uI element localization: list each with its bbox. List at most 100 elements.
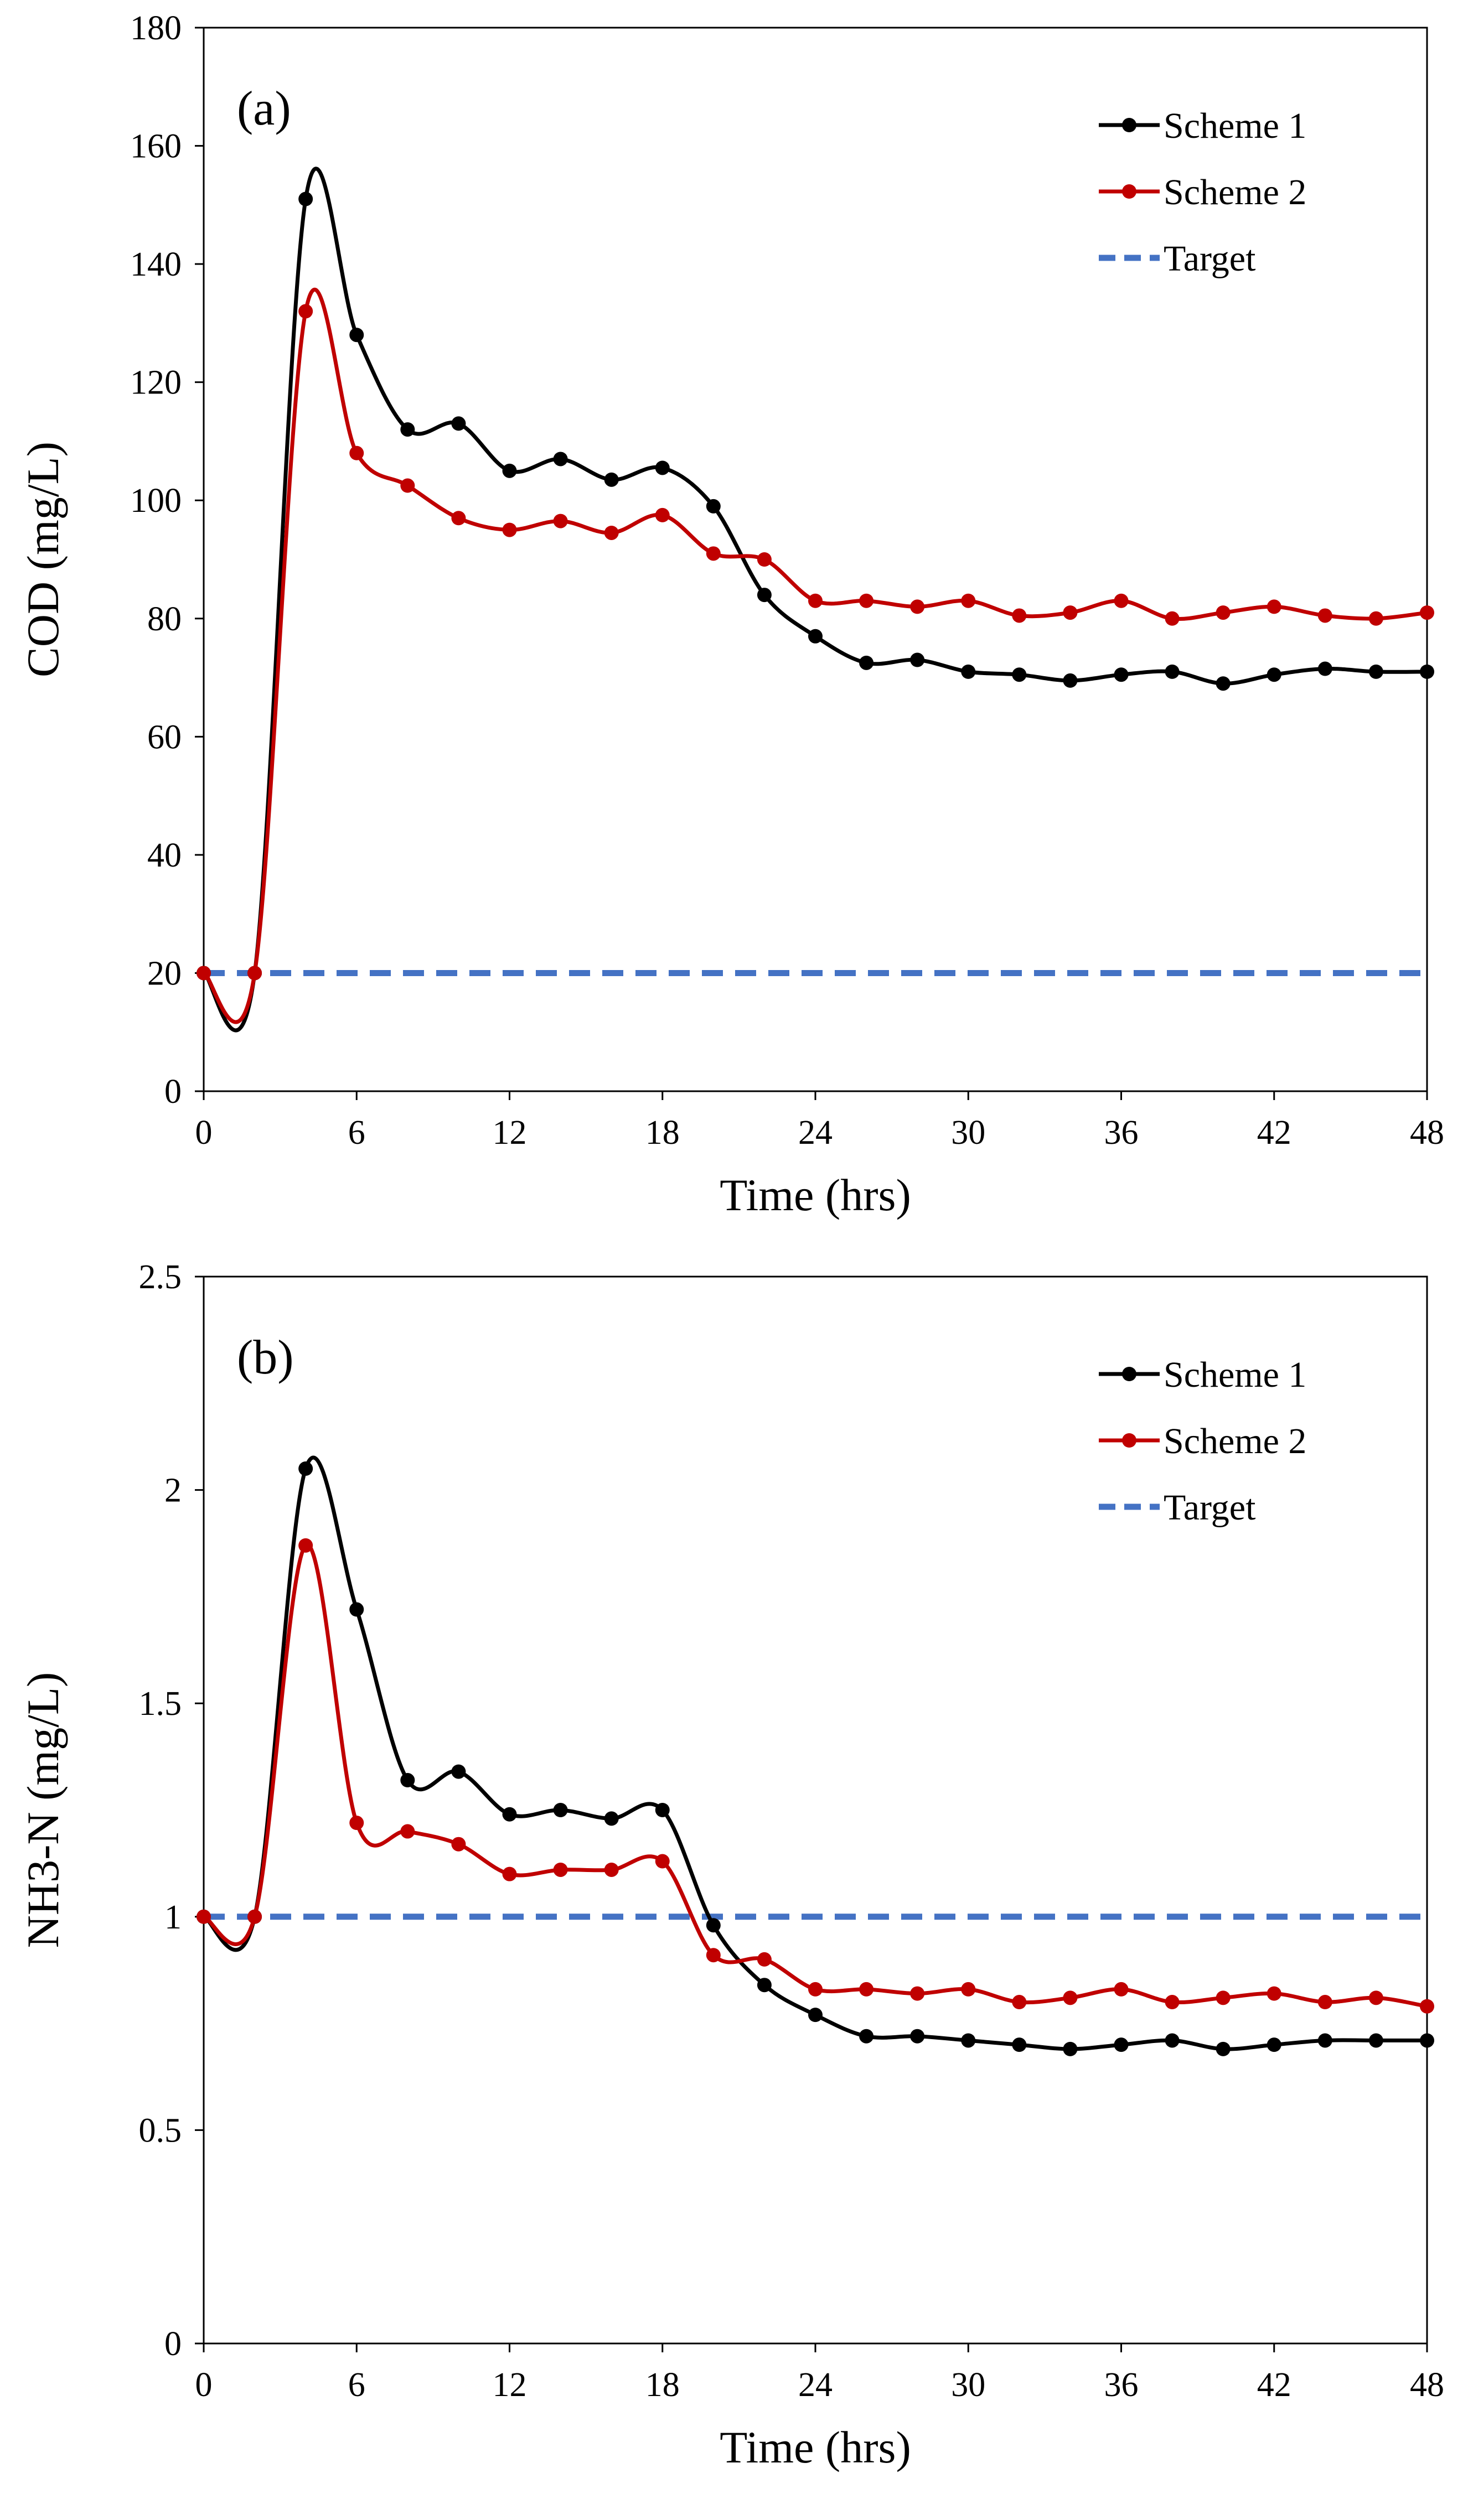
data-point [706,1948,721,1963]
y-tick-label: 140 [130,246,182,283]
data-point [1165,2033,1180,2048]
y-tick-label: 80 [147,600,182,638]
y-tick-label: 180 [130,9,182,47]
legend-label: Scheme 1 [1164,1355,1306,1395]
x-tick-label: 42 [1257,2366,1291,2404]
data-point [400,422,415,437]
data-point [1420,664,1434,679]
data-point [1368,664,1383,679]
data-point [349,1602,364,1617]
x-tick-label: 36 [1104,1114,1139,1152]
data-point [298,191,313,206]
data-point [1114,667,1129,682]
x-tick-label: 6 [348,1114,365,1152]
data-point [1368,611,1383,626]
data-point [910,1986,925,2001]
data-point [1114,1982,1129,1997]
data-point [961,2033,976,2048]
data-point [961,593,976,608]
panel-label: (a) [237,82,291,136]
y-tick-label: 2.5 [139,1258,182,1296]
x-tick-label: 0 [195,2366,213,2404]
data-point [655,1854,670,1869]
x-tick-label: 12 [493,2366,527,2404]
legend: Scheme 1 Scheme 2 Target [1099,1355,1306,1528]
data-point [859,655,874,670]
data-point [400,478,415,493]
series-scheme-2 [197,288,1434,1024]
data-point [604,1811,619,1826]
x-axis-title: Time (hrs) [720,2422,911,2472]
y-tick-label: 20 [147,955,182,992]
data-point [1063,605,1078,620]
data-point [451,511,466,526]
legend-item: Scheme 2 [1099,1421,1306,1461]
panel-label: (b) [237,1331,294,1385]
data-point [247,966,262,981]
data-point [1267,667,1281,682]
data-point [655,507,670,522]
y-axis-title: NH3-N (mg/L) [18,1672,68,1948]
data-point [1012,667,1027,682]
y-tick-label: 40 [147,837,182,874]
legend-label: Target [1164,1487,1255,1528]
y-axis-title: COD (mg/L) [18,442,68,677]
legend-swatch-marker [1122,118,1136,132]
data-point [1012,1995,1027,2010]
data-point [400,1824,415,1839]
data-point [553,1862,568,1877]
x-axis-title: Time (hrs) [720,1170,911,1220]
x-tick-label: 24 [798,2366,833,2404]
x-tick-label: 18 [645,2366,680,2404]
data-point [553,1803,568,1817]
data-point [349,328,364,343]
x-tick-label: 30 [951,1114,985,1152]
data-point [298,1461,313,1476]
data-point [1216,605,1231,620]
data-point [910,2029,925,2044]
data-point [1420,605,1434,620]
data-point [1368,1990,1383,2005]
data-point [910,599,925,614]
data-point [859,2029,874,2044]
data-point [1317,1995,1332,2010]
data-point [451,1837,466,1852]
x-tick-label: 36 [1104,2366,1139,2404]
x-tick-label: 0 [195,1114,213,1152]
data-point [706,546,721,561]
data-point [502,463,517,478]
data-point [451,1764,466,1779]
data-point [197,1909,211,1924]
data-point [655,460,670,475]
data-point [604,472,619,487]
legend-item: Scheme 1 [1099,106,1306,146]
data-point [910,652,925,667]
data-point [1165,1995,1180,2010]
y-tick-label: 1.5 [139,1685,182,1723]
data-point [808,2008,823,2023]
data-point [757,552,772,567]
chart-panel-b: 0 0.5 1 1.5 2 2.5 0 6 12 18 24 30 36 42 48 Time (hrs) NH… [18,1258,1444,2472]
data-point [1317,661,1332,676]
y-tick-label: 100 [130,482,182,520]
legend-swatch-marker [1122,1367,1136,1381]
x-tick-label: 48 [1410,1114,1444,1152]
data-point [1165,664,1180,679]
legend-swatch-marker [1122,1433,1136,1448]
data-point [1114,2037,1129,2052]
data-point [1317,2033,1332,2048]
data-point [502,522,517,537]
legend-swatch-marker [1122,184,1136,199]
data-point [197,966,211,981]
data-point [553,514,568,528]
data-point [298,1538,313,1553]
data-point [1267,1986,1281,2001]
data-point [349,445,364,460]
data-point [1368,2033,1383,2048]
y-tick-label: 60 [147,718,182,756]
data-point [1216,676,1231,691]
data-point [808,629,823,644]
x-tick-label: 12 [493,1114,527,1152]
data-point [502,1807,517,1822]
